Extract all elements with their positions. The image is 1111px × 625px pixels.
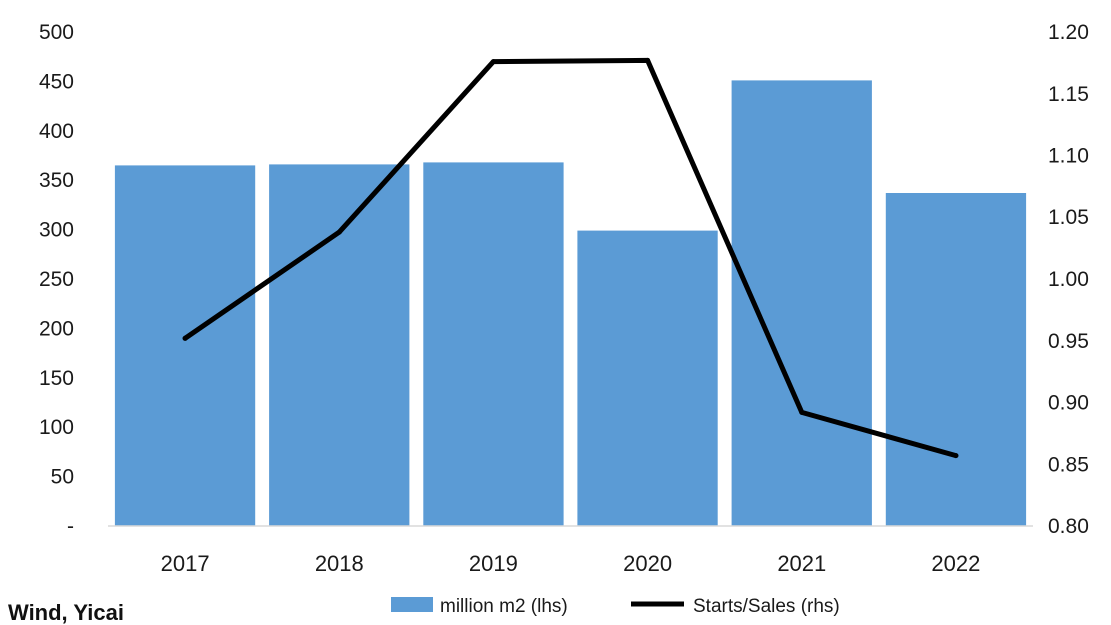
right-axis-ticks: 0.80 0.85 0.90 0.95 1.00 1.05 1.10 1.15 1.20 <box>1048 21 1089 538</box>
legend: million m2 (lhs) Starts/Sales (rhs) <box>391 596 840 617</box>
category-label-2019: 2019 <box>469 551 518 576</box>
left-tick-label: 350 <box>39 169 74 192</box>
line-point-2019 <box>490 59 496 65</box>
category-label-2022: 2022 <box>931 551 980 576</box>
right-tick-label: 0.95 <box>1048 330 1089 353</box>
left-tick-label: 50 <box>51 466 74 489</box>
line-point-2022 <box>953 453 959 459</box>
left-tick-label: - <box>67 515 74 538</box>
right-tick-label: 0.80 <box>1048 515 1089 538</box>
right-tick-label: 1.10 <box>1048 145 1089 168</box>
left-axis-ticks: - 50 100 150 200 250 300 350 400 450 500 <box>39 21 74 538</box>
category-labels: 2017 2018 2019 2020 2021 2022 <box>161 551 981 576</box>
source-label: Wind, Yicai <box>8 600 124 625</box>
right-tick-label: 1.15 <box>1048 83 1089 106</box>
right-tick-label: 1.00 <box>1048 268 1089 291</box>
category-label-2017: 2017 <box>161 551 210 576</box>
line-point-2017 <box>182 335 188 341</box>
legend-label-line: Starts/Sales (rhs) <box>693 596 840 617</box>
category-label-2021: 2021 <box>777 551 826 576</box>
bar-2018 <box>269 164 410 526</box>
category-label-2020: 2020 <box>623 551 672 576</box>
left-tick-label: 400 <box>39 120 74 143</box>
left-tick-label: 250 <box>39 268 74 291</box>
left-tick-label: 150 <box>39 367 74 390</box>
left-tick-label: 300 <box>39 219 74 242</box>
starts-sales-line <box>182 57 959 459</box>
legend-swatch-bars <box>391 597 433 612</box>
right-tick-label: 0.85 <box>1048 453 1089 476</box>
right-tick-label: 1.20 <box>1048 21 1089 44</box>
right-tick-label: 0.90 <box>1048 392 1089 415</box>
bar-2020 <box>577 230 718 526</box>
bar-2017 <box>114 165 256 526</box>
line-point-2018 <box>336 229 342 235</box>
category-label-2018: 2018 <box>315 551 364 576</box>
line-point-2020 <box>645 57 651 63</box>
left-tick-label: 100 <box>39 416 74 439</box>
right-tick-label: 1.05 <box>1048 206 1089 229</box>
line-point-2021 <box>799 409 805 415</box>
bars-layer <box>114 80 1027 527</box>
bar-2022 <box>885 193 1027 526</box>
line-layer <box>182 57 959 459</box>
legend-label-bars: million m2 (lhs) <box>440 596 568 617</box>
bar-2019 <box>423 162 564 526</box>
left-tick-label: 500 <box>39 21 74 44</box>
left-tick-label: 200 <box>39 317 74 340</box>
left-tick-label: 450 <box>39 70 74 93</box>
